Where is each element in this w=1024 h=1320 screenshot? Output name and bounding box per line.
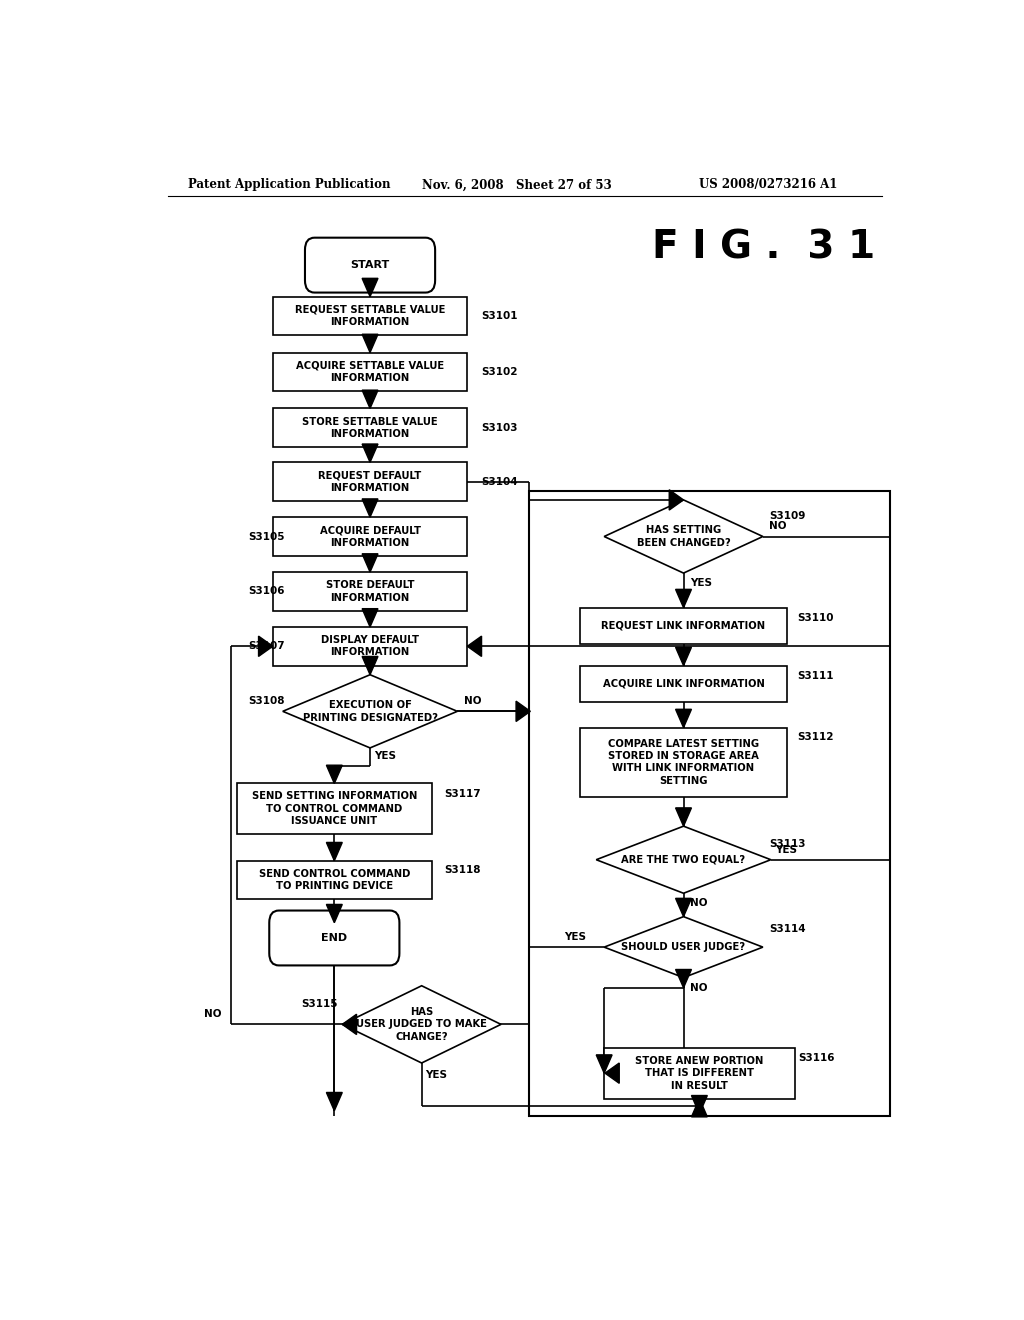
Polygon shape xyxy=(342,986,501,1063)
Polygon shape xyxy=(604,500,763,573)
Text: S3118: S3118 xyxy=(443,865,480,875)
Text: REQUEST LINK INFORMATION: REQUEST LINK INFORMATION xyxy=(601,620,766,631)
Polygon shape xyxy=(467,636,481,656)
Text: SEND CONTROL COMMAND
TO PRINTING DEVICE: SEND CONTROL COMMAND TO PRINTING DEVICE xyxy=(259,869,410,891)
FancyBboxPatch shape xyxy=(581,607,786,644)
Text: S3113: S3113 xyxy=(769,840,806,850)
Text: EXECUTION OF
PRINTING DESIGNATED?: EXECUTION OF PRINTING DESIGNATED? xyxy=(302,700,437,722)
Text: S3116: S3116 xyxy=(799,1053,836,1063)
Text: S3107: S3107 xyxy=(249,642,286,651)
FancyBboxPatch shape xyxy=(604,1048,795,1098)
Text: START: START xyxy=(350,260,390,271)
Text: S3108: S3108 xyxy=(249,696,285,706)
Text: S3106: S3106 xyxy=(249,586,285,597)
Polygon shape xyxy=(596,826,771,894)
Polygon shape xyxy=(327,904,342,923)
Text: STORE ANEW PORTION
THAT IS DIFFERENT
IN RESULT: STORE ANEW PORTION THAT IS DIFFERENT IN … xyxy=(635,1056,764,1090)
FancyBboxPatch shape xyxy=(272,297,467,335)
Polygon shape xyxy=(676,899,691,916)
Polygon shape xyxy=(691,1096,708,1114)
Polygon shape xyxy=(362,334,378,352)
Polygon shape xyxy=(670,490,684,510)
FancyBboxPatch shape xyxy=(272,408,467,447)
Text: S3110: S3110 xyxy=(797,612,834,623)
Text: S3109: S3109 xyxy=(769,511,806,521)
Text: END: END xyxy=(322,933,347,942)
Text: S3103: S3103 xyxy=(481,422,518,433)
FancyBboxPatch shape xyxy=(272,572,467,611)
Polygon shape xyxy=(676,969,691,987)
Text: NO: NO xyxy=(690,899,708,908)
Polygon shape xyxy=(362,656,378,675)
Polygon shape xyxy=(327,766,342,784)
Polygon shape xyxy=(362,609,378,627)
Text: NO: NO xyxy=(769,521,786,532)
FancyBboxPatch shape xyxy=(581,727,786,797)
Text: S3117: S3117 xyxy=(443,788,480,799)
FancyBboxPatch shape xyxy=(272,517,467,556)
Text: S3102: S3102 xyxy=(481,367,518,376)
Text: S3101: S3101 xyxy=(481,312,518,321)
Polygon shape xyxy=(676,647,691,665)
Polygon shape xyxy=(605,1063,620,1084)
Text: Nov. 6, 2008   Sheet 27 of 53: Nov. 6, 2008 Sheet 27 of 53 xyxy=(422,178,611,191)
Text: YES: YES xyxy=(374,751,396,762)
Text: Patent Application Publication: Patent Application Publication xyxy=(187,178,390,191)
Polygon shape xyxy=(691,1098,708,1117)
Text: US 2008/0273216 A1: US 2008/0273216 A1 xyxy=(699,178,838,191)
Text: F I G .  3 1: F I G . 3 1 xyxy=(652,228,874,267)
Text: REQUEST SETTABLE VALUE
INFORMATION: REQUEST SETTABLE VALUE INFORMATION xyxy=(295,305,445,327)
Text: REQUEST DEFAULT
INFORMATION: REQUEST DEFAULT INFORMATION xyxy=(318,470,422,492)
Polygon shape xyxy=(362,391,378,408)
FancyBboxPatch shape xyxy=(238,861,431,899)
Text: S3114: S3114 xyxy=(769,924,806,933)
Text: SEND SETTING INFORMATION
TO CONTROL COMMAND
ISSUANCE UNIT: SEND SETTING INFORMATION TO CONTROL COMM… xyxy=(252,792,417,826)
Polygon shape xyxy=(516,701,530,722)
Polygon shape xyxy=(283,675,458,748)
Polygon shape xyxy=(604,916,763,978)
Polygon shape xyxy=(362,279,378,297)
Polygon shape xyxy=(327,842,342,861)
Text: STORE SETTABLE VALUE
INFORMATION: STORE SETTABLE VALUE INFORMATION xyxy=(302,417,438,440)
Text: NO: NO xyxy=(690,983,708,993)
FancyBboxPatch shape xyxy=(305,238,435,293)
Text: YES: YES xyxy=(564,932,587,942)
FancyBboxPatch shape xyxy=(272,627,467,665)
Text: NO: NO xyxy=(464,696,481,706)
Text: ACQUIRE SETTABLE VALUE
INFORMATION: ACQUIRE SETTABLE VALUE INFORMATION xyxy=(296,360,444,383)
Text: S3115: S3115 xyxy=(301,999,338,1008)
Text: S3111: S3111 xyxy=(797,671,834,681)
FancyBboxPatch shape xyxy=(272,462,467,500)
Polygon shape xyxy=(258,636,272,656)
Text: STORE DEFAULT
INFORMATION: STORE DEFAULT INFORMATION xyxy=(326,581,415,603)
Text: DISPLAY DEFAULT
INFORMATION: DISPLAY DEFAULT INFORMATION xyxy=(322,635,419,657)
Text: ACQUIRE LINK INFORMATION: ACQUIRE LINK INFORMATION xyxy=(602,678,765,689)
FancyBboxPatch shape xyxy=(269,911,399,965)
FancyBboxPatch shape xyxy=(272,352,467,391)
Text: ACQUIRE DEFAULT
INFORMATION: ACQUIRE DEFAULT INFORMATION xyxy=(319,525,421,548)
Text: YES: YES xyxy=(775,845,797,854)
Polygon shape xyxy=(362,554,378,572)
Text: SHOULD USER JUDGE?: SHOULD USER JUDGE? xyxy=(622,942,745,952)
Text: S3112: S3112 xyxy=(797,731,834,742)
Text: COMPARE LATEST SETTING
STORED IN STORAGE AREA
WITH LINK INFORMATION
SETTING: COMPARE LATEST SETTING STORED IN STORAGE… xyxy=(608,739,759,785)
Text: NO: NO xyxy=(204,1010,221,1019)
Polygon shape xyxy=(362,499,378,517)
Text: HAS SETTING
BEEN CHANGED?: HAS SETTING BEEN CHANGED? xyxy=(637,525,730,548)
Polygon shape xyxy=(676,589,691,607)
FancyBboxPatch shape xyxy=(238,784,431,834)
Text: YES: YES xyxy=(426,1071,447,1080)
Polygon shape xyxy=(362,444,378,462)
Text: HAS
USER JUDGED TO MAKE
CHANGE?: HAS USER JUDGED TO MAKE CHANGE? xyxy=(356,1007,487,1041)
Polygon shape xyxy=(676,808,691,826)
Text: S3105: S3105 xyxy=(249,532,285,541)
Polygon shape xyxy=(676,709,691,727)
Text: ARE THE TWO EQUAL?: ARE THE TWO EQUAL? xyxy=(622,855,745,865)
Polygon shape xyxy=(327,1093,342,1110)
Polygon shape xyxy=(596,1055,612,1073)
Text: YES: YES xyxy=(690,578,712,589)
Polygon shape xyxy=(342,1014,356,1035)
FancyBboxPatch shape xyxy=(581,665,786,702)
Text: S3104: S3104 xyxy=(481,477,518,487)
